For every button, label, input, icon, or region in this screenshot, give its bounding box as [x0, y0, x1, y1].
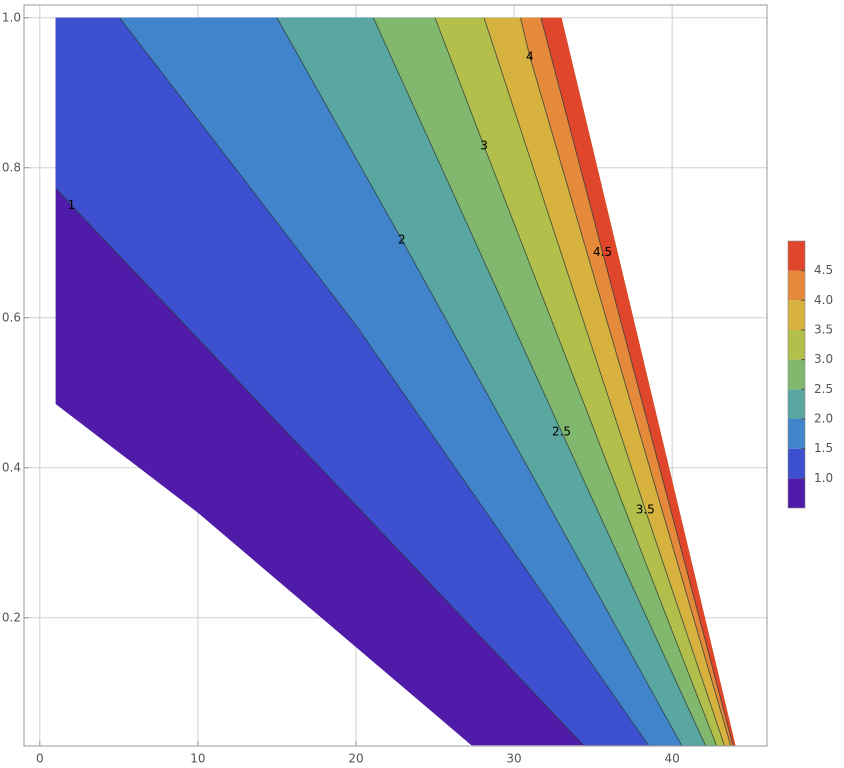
- contour-label: 3: [480, 139, 488, 153]
- colorbar-tick-label: 4.5: [814, 263, 833, 277]
- contour-line: [276, 17, 683, 746]
- contour-line: [119, 17, 649, 746]
- y-tick-label: 0.6: [2, 310, 21, 324]
- colorbar-tick-label: 4.0: [814, 293, 833, 307]
- contour-line: [483, 17, 725, 746]
- contour-label: 2: [398, 232, 406, 246]
- colorbar-tick-label: 1.0: [814, 471, 833, 485]
- colorbar-band: [788, 270, 805, 301]
- contour-line: [372, 17, 706, 746]
- colorbar-band: [788, 389, 805, 419]
- contour-label: 4.5: [593, 245, 612, 259]
- colorbar-tick-label: 3.5: [814, 323, 833, 337]
- contour-line: [519, 17, 732, 746]
- y-tick-label: 0.8: [2, 160, 21, 174]
- x-tick-label: 0: [36, 752, 44, 766]
- contour-line: [434, 17, 717, 746]
- colorbar-band: [788, 419, 805, 449]
- colorbar-tick-label: 2.0: [814, 412, 833, 426]
- colorbar-tick-label: 3.0: [814, 352, 833, 366]
- y-tick-label: 0.2: [2, 610, 21, 624]
- x-tick-label: 40: [665, 752, 680, 766]
- contour-line: [540, 17, 734, 746]
- contour-band: [55, 17, 736, 746]
- colorbar-band: [788, 241, 805, 271]
- colorbar-band: [788, 448, 805, 479]
- plot-frame: [23, 4, 768, 747]
- contour-label: 2.5: [552, 424, 571, 438]
- x-tick-label: 10: [190, 752, 205, 766]
- contour-label: 3.5: [636, 502, 655, 516]
- colorbar-band: [788, 478, 805, 508]
- contour-label: 1: [68, 198, 76, 212]
- contour-label: 4: [526, 49, 534, 63]
- colorbar-band: [788, 359, 805, 390]
- y-tick-label: 0.4: [2, 460, 21, 474]
- y-tick-label: 1.0: [2, 10, 21, 24]
- colorbar-tick-label: 1.5: [814, 441, 833, 455]
- colorbar-tick-label: 2.5: [814, 382, 833, 396]
- colorbar-band: [788, 330, 805, 360]
- x-tick-label: 20: [348, 752, 363, 766]
- colorbar-band: [788, 300, 805, 330]
- contour-bands: [55, 17, 736, 746]
- colorbar-frame: [787, 240, 806, 509]
- contour-line: [55, 187, 584, 746]
- x-tick-label: 30: [506, 752, 521, 766]
